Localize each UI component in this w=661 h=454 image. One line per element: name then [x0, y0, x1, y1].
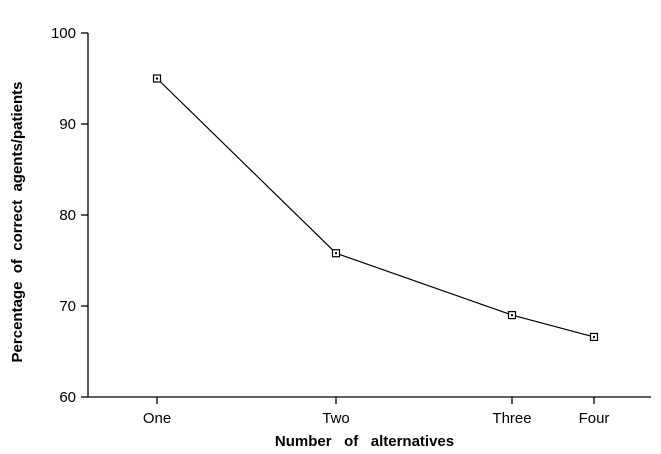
x-tick-label: Two: [322, 410, 350, 427]
data-point-center: [156, 77, 158, 80]
x-axis-title: Number of alternatives: [275, 433, 454, 450]
x-tick-label: One: [143, 410, 171, 427]
y-axis-title: Percentage of correct agents/patients: [9, 82, 26, 363]
y-tick-label: 90: [59, 116, 76, 133]
series-group: [152, 74, 599, 342]
y-tick-label: 70: [59, 298, 76, 315]
series-line: [156, 78, 595, 338]
data-point-center: [593, 335, 595, 338]
y-axis-ticks: 60 70 80 90 100: [51, 25, 88, 406]
y-tick-label: 100: [51, 25, 76, 42]
y-tick-label: 80: [59, 207, 76, 224]
axes: [87, 33, 651, 398]
y-tick-label: 60: [59, 389, 76, 406]
data-point-center: [511, 314, 513, 317]
x-tick-label: Four: [579, 410, 610, 427]
x-axis-ticks: One Two Three Four: [143, 397, 610, 427]
x-tick-label: Three: [492, 410, 531, 427]
data-point-center: [335, 252, 337, 255]
